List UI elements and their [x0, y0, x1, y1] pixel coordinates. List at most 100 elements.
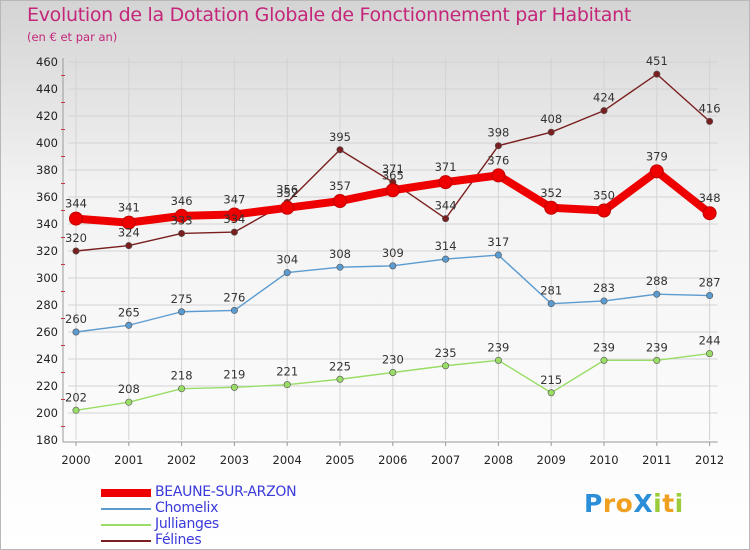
x-tick-label: 2005: [325, 453, 354, 467]
data-label: 347: [223, 193, 245, 207]
data-point: [600, 356, 608, 364]
data-point: [230, 383, 238, 391]
legend-item: Félines: [101, 532, 361, 549]
data-point: [597, 203, 611, 218]
data-label: 244: [699, 334, 721, 348]
data-point: [125, 398, 133, 406]
legend: BEAUNE-SUR-ARZON Chomelix Jullianges Féline…: [101, 484, 361, 549]
data-label: 333: [171, 213, 193, 227]
x-tick-label: 2000: [61, 453, 90, 467]
x-tick-label: 2003: [220, 453, 249, 467]
y-tick-label: 420: [36, 109, 58, 123]
data-label: 408: [540, 112, 562, 126]
x-tick-label: 2011: [642, 453, 671, 467]
data-point: [389, 368, 397, 376]
data-label: 288: [646, 274, 668, 288]
data-label: 219: [223, 367, 245, 381]
data-label: 239: [593, 340, 615, 354]
data-label: 314: [435, 239, 457, 253]
data-label: 344: [435, 199, 457, 213]
data-point: [494, 251, 502, 259]
grid-lines: [68, 58, 718, 440]
data-label: 350: [593, 189, 615, 203]
y-tick-label: 260: [36, 325, 58, 339]
data-point: [600, 297, 608, 305]
data-point: [336, 375, 344, 383]
data-label: 208: [118, 382, 140, 396]
data-label: 283: [593, 281, 615, 295]
y-tick-label: 300: [36, 271, 58, 285]
data-point: [547, 128, 555, 136]
y-tick-label: 200: [36, 406, 58, 420]
x-tick-label: 2012: [695, 453, 724, 467]
legend-label: Félines: [155, 532, 202, 548]
x-tick-label: 2010: [589, 453, 618, 467]
data-point: [333, 194, 347, 209]
data-point: [69, 211, 83, 226]
data-label: 344: [65, 197, 87, 211]
data-label: 371: [382, 162, 404, 176]
data-label: 376: [487, 153, 509, 167]
legend-swatch: [101, 508, 151, 510]
data-point: [121, 215, 136, 230]
data-label: 265: [118, 305, 140, 319]
legend-swatch: [101, 489, 151, 497]
logo-letter: i: [653, 489, 663, 518]
y-tick-label: 400: [36, 136, 58, 150]
data-label: 260: [65, 312, 87, 326]
data-label: 379: [646, 149, 668, 163]
data-point: [544, 200, 559, 215]
legend-item: Jullianges: [101, 516, 361, 533]
data-point: [283, 269, 291, 277]
data-point: [178, 308, 186, 316]
data-label: 218: [171, 369, 193, 383]
data-point: [442, 255, 450, 263]
data-point: [72, 406, 80, 414]
data-label: 334: [223, 212, 245, 226]
data-point: [600, 107, 608, 115]
data-point: [336, 146, 344, 154]
legend-label: Jullianges: [155, 516, 219, 532]
data-label: 221: [276, 365, 298, 379]
data-point: [442, 362, 450, 370]
data-label: 308: [329, 247, 351, 261]
data-label: 215: [540, 373, 562, 387]
y-tick-label: 220: [36, 379, 58, 393]
data-label: 324: [118, 226, 140, 240]
data-point: [706, 117, 714, 125]
data-label: 287: [699, 276, 721, 290]
x-tick-label: 2008: [484, 453, 513, 467]
data-point: [227, 207, 242, 222]
data-label: 202: [65, 390, 87, 404]
legend-label: Chomelix: [155, 500, 219, 516]
data-label: 239: [646, 340, 668, 354]
data-label: 281: [540, 284, 562, 298]
axes: [61, 58, 718, 446]
data-label: 365: [382, 168, 404, 182]
logo-letter: o: [615, 489, 634, 518]
data-point: [649, 164, 664, 179]
data-label: 371: [435, 160, 457, 174]
data-point: [706, 292, 714, 300]
data-label: 304: [276, 253, 298, 267]
series-points: [69, 70, 717, 414]
data-point: [702, 206, 717, 221]
data-point: [283, 381, 291, 389]
data-label: 357: [329, 179, 351, 193]
chart-title: Evolution de la Dotation Globale de Fonc…: [27, 4, 632, 26]
tick-labels: 180 200 220 240 260 280 300 320 340 360 380 400 420 4…: [36, 55, 724, 467]
y-tick-label: 360: [36, 190, 58, 204]
data-point: [494, 142, 502, 150]
data-point: [547, 300, 555, 308]
data-point: [178, 229, 186, 237]
data-label: 424: [593, 91, 615, 105]
proxiti-logo: ProXiti: [584, 489, 684, 518]
data-point: [438, 175, 453, 190]
data-point: [494, 356, 502, 364]
data-point: [653, 290, 661, 298]
data-point: [389, 262, 397, 270]
data-point: [547, 389, 555, 397]
logo-letter: P: [584, 489, 603, 518]
